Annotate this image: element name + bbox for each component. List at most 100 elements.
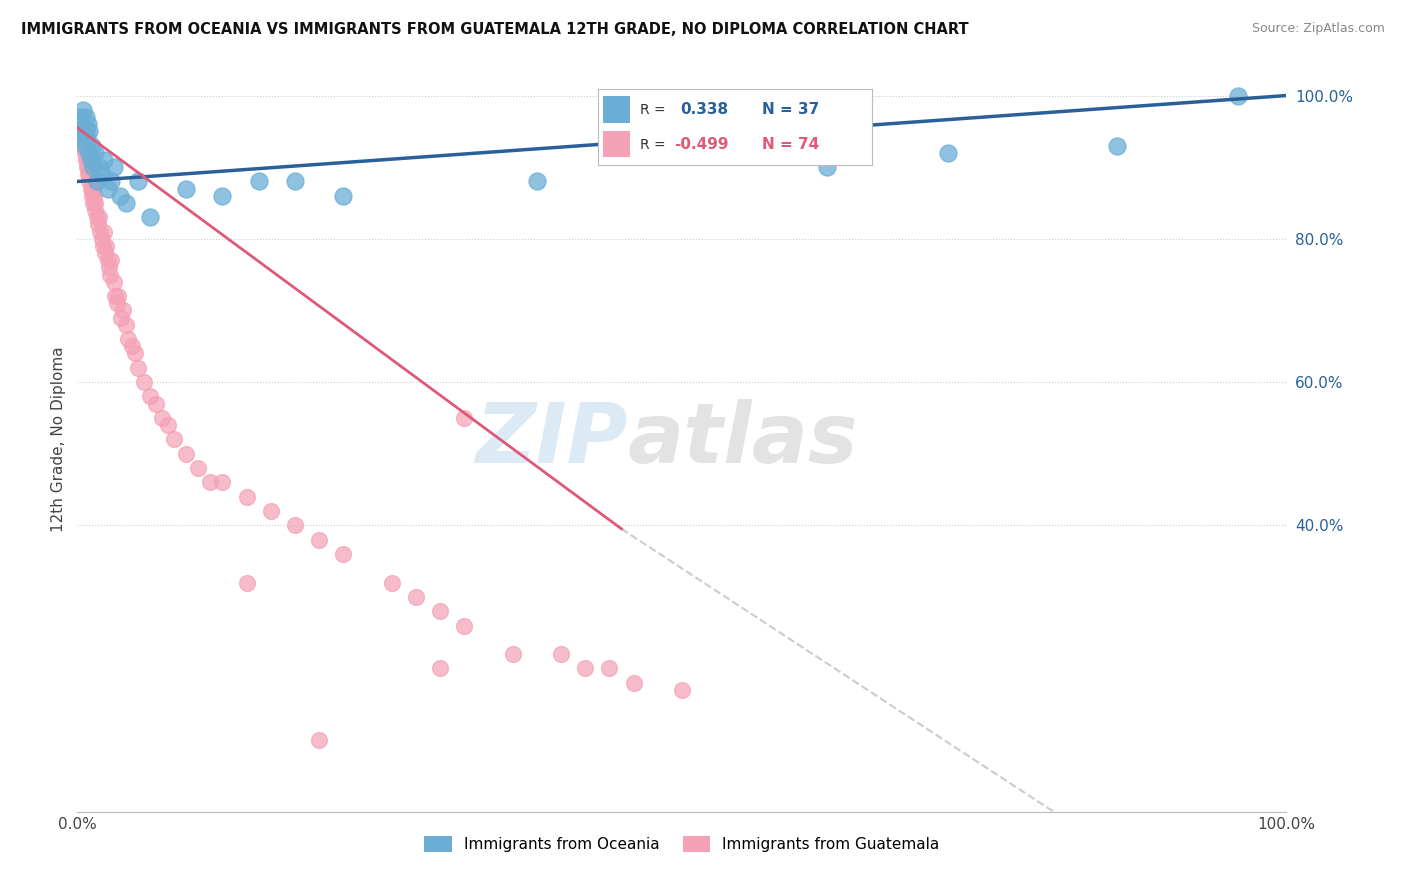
Point xyxy=(75,124,97,138)
Point xyxy=(114,318,136,332)
Point xyxy=(100,253,122,268)
Point xyxy=(502,647,524,661)
Point xyxy=(429,604,451,618)
Point xyxy=(75,145,97,160)
Point xyxy=(70,117,93,131)
Text: 0.338: 0.338 xyxy=(681,103,728,117)
Point xyxy=(108,189,131,203)
Point xyxy=(284,518,307,533)
Point xyxy=(114,196,136,211)
Point xyxy=(79,153,101,167)
Bar xyxy=(603,96,630,122)
Point xyxy=(132,375,155,389)
Point xyxy=(127,174,149,188)
Point xyxy=(83,189,105,203)
Text: IMMIGRANTS FROM OCEANIA VS IMMIGRANTS FROM GUATEMALA 12TH GRADE, NO DIPLOMA CORR: IMMIGRANTS FROM OCEANIA VS IMMIGRANTS FR… xyxy=(21,22,969,37)
Point xyxy=(124,346,146,360)
Point xyxy=(79,181,101,195)
Point xyxy=(1227,88,1250,103)
Point xyxy=(96,253,118,268)
Point xyxy=(598,661,620,675)
Point xyxy=(235,490,257,504)
Point xyxy=(100,174,122,188)
Point xyxy=(150,410,173,425)
Point xyxy=(96,239,118,253)
Point xyxy=(211,475,233,490)
Point xyxy=(93,153,115,167)
Text: Source: ZipAtlas.com: Source: ZipAtlas.com xyxy=(1251,22,1385,36)
Point xyxy=(79,145,101,160)
Point xyxy=(381,575,404,590)
Point xyxy=(936,145,959,160)
Point xyxy=(87,211,110,225)
Point xyxy=(76,153,98,167)
Point xyxy=(117,332,139,346)
Point xyxy=(77,117,100,131)
Text: R =: R = xyxy=(640,137,665,152)
Point xyxy=(112,303,135,318)
Point xyxy=(79,124,101,138)
Point xyxy=(815,160,838,174)
Point xyxy=(76,131,98,145)
Point xyxy=(211,189,233,203)
Point xyxy=(94,246,117,260)
Point xyxy=(77,160,100,174)
Point xyxy=(104,289,127,303)
Point xyxy=(80,138,103,153)
Point xyxy=(453,618,475,632)
Point xyxy=(79,174,101,188)
Point xyxy=(87,160,110,174)
Point xyxy=(70,124,93,138)
Point xyxy=(75,110,97,124)
Point xyxy=(174,181,197,195)
Point xyxy=(623,675,645,690)
Point xyxy=(105,296,128,310)
Point xyxy=(97,260,120,275)
Point xyxy=(75,153,97,167)
Point xyxy=(76,160,98,174)
Point xyxy=(332,189,354,203)
Point xyxy=(84,145,107,160)
Point xyxy=(80,189,103,203)
Point xyxy=(84,196,107,211)
Point xyxy=(90,232,112,246)
Point xyxy=(429,661,451,675)
Point xyxy=(87,218,110,232)
Point xyxy=(139,211,162,225)
Point xyxy=(72,103,94,117)
Point xyxy=(453,410,475,425)
Point xyxy=(235,575,257,590)
Point xyxy=(89,225,111,239)
Point xyxy=(332,547,354,561)
Point xyxy=(284,174,307,188)
Point xyxy=(69,110,91,124)
Point xyxy=(70,124,93,138)
Text: ZIP: ZIP xyxy=(475,399,627,480)
Point xyxy=(82,196,104,211)
Point xyxy=(103,160,125,174)
Point xyxy=(98,268,121,282)
Point xyxy=(550,647,572,661)
Point xyxy=(90,167,112,181)
Point xyxy=(69,110,91,124)
Point xyxy=(80,174,103,188)
Point xyxy=(82,160,104,174)
Point xyxy=(187,461,209,475)
Text: N = 37: N = 37 xyxy=(762,103,820,117)
Text: R =: R = xyxy=(640,103,665,117)
Point xyxy=(671,683,693,698)
Point xyxy=(73,145,96,160)
Point xyxy=(200,475,222,490)
Text: N = 74: N = 74 xyxy=(762,137,820,152)
Point xyxy=(260,504,283,518)
Point xyxy=(107,289,129,303)
Point xyxy=(247,174,270,188)
Point xyxy=(70,117,93,131)
Text: atlas: atlas xyxy=(627,399,858,480)
Point xyxy=(405,590,427,604)
Legend: Immigrants from Oceania, Immigrants from Guatemala: Immigrants from Oceania, Immigrants from… xyxy=(416,829,948,860)
Point xyxy=(145,396,167,410)
Point xyxy=(86,211,108,225)
Point xyxy=(110,310,132,325)
Text: -0.499: -0.499 xyxy=(675,137,728,152)
